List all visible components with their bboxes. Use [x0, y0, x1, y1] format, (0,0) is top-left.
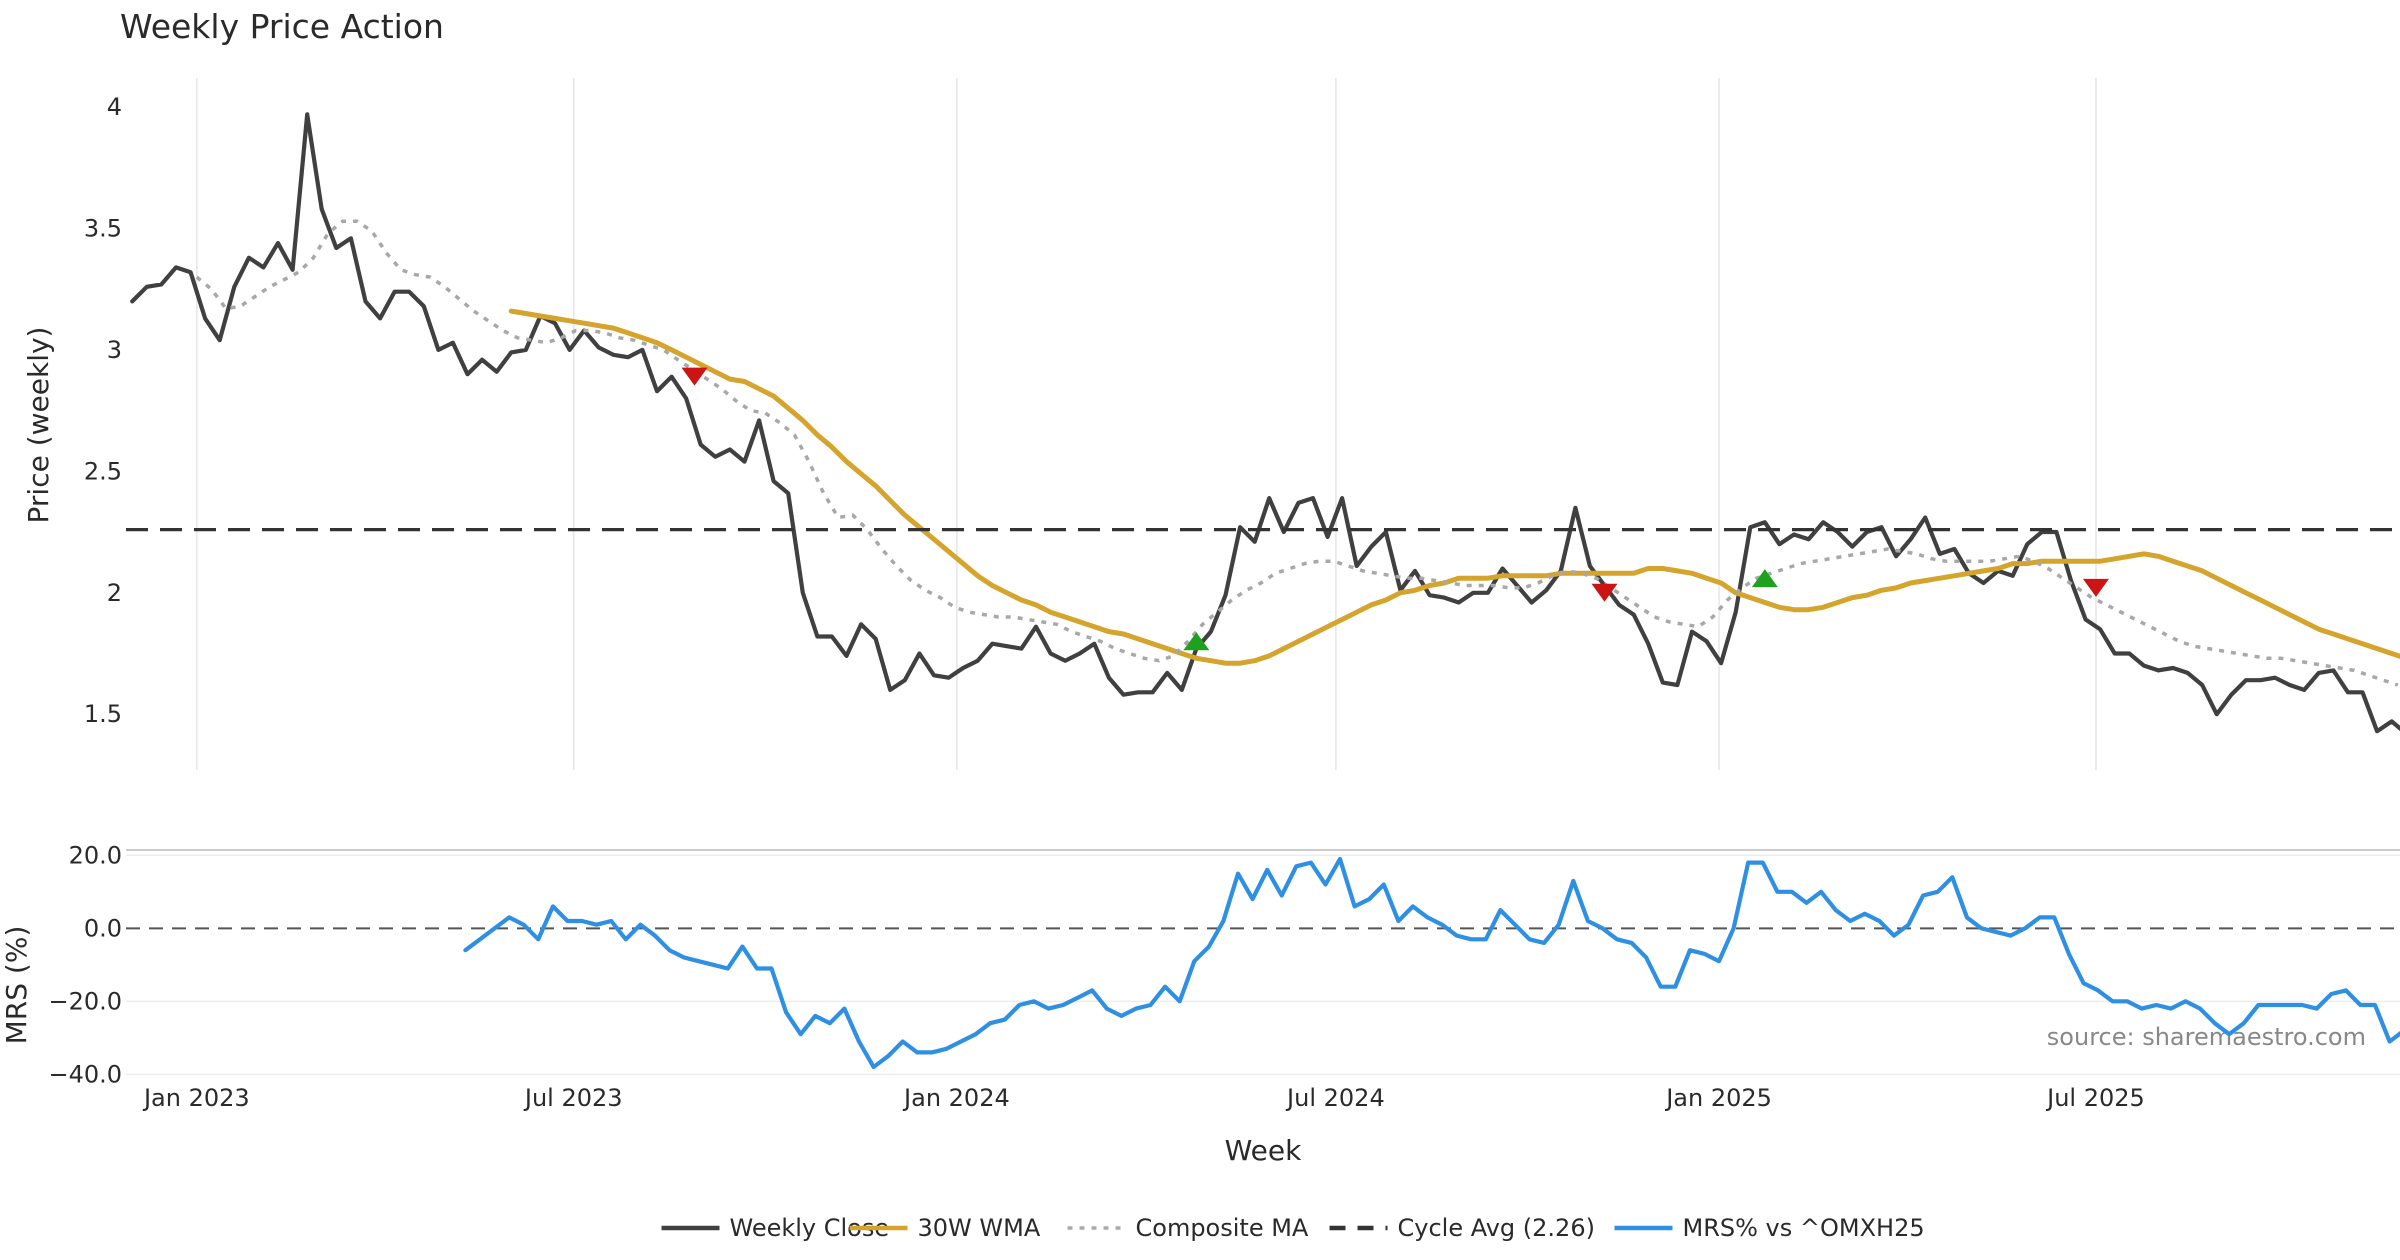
- price-axis-title: Price (weekly): [22, 327, 55, 524]
- legend-item[interactable]: MRS% vs ^OMXH25: [1614, 1214, 1925, 1242]
- price-panel: 1.5 2 2.5 3 3.5 4: [84, 78, 2400, 770]
- buy-signal-marker: [1751, 569, 1778, 588]
- x-tick-label: Jul 2023: [523, 1084, 623, 1112]
- legend-item[interactable]: Cycle Avg (2.26): [1329, 1214, 1595, 1242]
- mrs-series: [463, 856, 2400, 1070]
- x-tick-label: Jan 2023: [142, 1084, 250, 1112]
- mrs-panel: −40.0 −20.0 0.0 20.0: [48, 841, 2400, 1088]
- legend-label: MRS% vs ^OMXH25: [1683, 1214, 1925, 1242]
- legend-item[interactable]: 30W WMA: [849, 1214, 1041, 1242]
- x-tick-label: Jan 2024: [902, 1084, 1010, 1112]
- price-tick-label: 2.5: [84, 457, 122, 485]
- price-tick-label: 3: [107, 336, 122, 364]
- x-tick-label: Jan 2025: [1664, 1084, 1772, 1112]
- sell-signal-marker: [1591, 583, 1618, 602]
- legend-item[interactable]: Composite MA: [1067, 1214, 1309, 1242]
- mrs-tick-label: −20.0: [48, 987, 122, 1015]
- source-annotation: source: sharemaestro.com: [2047, 1023, 2366, 1051]
- price-tick-label: 1.5: [84, 700, 122, 728]
- mrs-tick-label: 20.0: [69, 841, 122, 869]
- price-tick-label: 3.5: [84, 215, 122, 243]
- mrs-tick-label: 0.0: [84, 914, 122, 942]
- x-tick-label: Jul 2024: [1285, 1084, 1385, 1112]
- x-axis-title: Week: [1225, 1134, 1302, 1167]
- composite-ma-series: [195, 219, 2399, 687]
- price-tick-label: 4: [107, 93, 122, 121]
- weekly-close-series: [130, 112, 2400, 734]
- x-axis: Jan 2023 Jul 2023 Jan 2024 Jul 2024 Jan 2025…: [142, 1084, 2145, 1112]
- legend-label: 30W WMA: [918, 1214, 1041, 1242]
- legend[interactable]: Weekly Close 30W WMA Composite MA Cycle Avg…: [661, 1214, 1925, 1242]
- buy-signal-marker: [1183, 632, 1210, 651]
- mrs-tick-label: −40.0: [48, 1060, 122, 1088]
- legend-label: Composite MA: [1136, 1214, 1309, 1242]
- legend-label: Cycle Avg (2.26): [1398, 1214, 1595, 1242]
- chart-title: Weekly Price Action: [120, 7, 444, 46]
- mrs-axis-title: MRS (%): [0, 926, 33, 1045]
- x-tick-label: Jul 2025: [2045, 1084, 2145, 1112]
- 30w-wma-series: [508, 308, 2400, 666]
- sell-signal-marker: [681, 367, 708, 386]
- price-tick-label: 2: [107, 579, 122, 607]
- sell-signal-marker: [2082, 578, 2109, 597]
